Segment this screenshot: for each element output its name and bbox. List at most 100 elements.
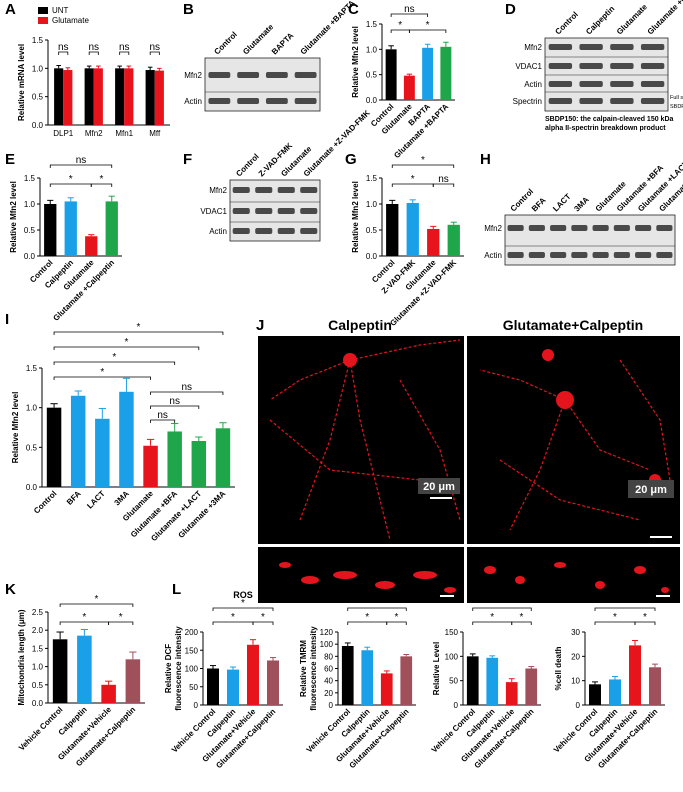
y-tick-label: 1.5 xyxy=(32,36,44,45)
significance-label: * xyxy=(398,20,402,31)
blot-band xyxy=(294,98,317,104)
bar xyxy=(466,656,479,705)
y-tick-label: 0.0 xyxy=(32,699,44,708)
blot-lane-label: 3MA xyxy=(572,195,590,213)
y-tick-label: 10 xyxy=(571,677,580,686)
y-tick-label: 0.0 xyxy=(366,252,378,261)
y-axis-label: Relative Level xyxy=(432,642,441,695)
bar xyxy=(145,70,155,125)
blot-band xyxy=(579,44,603,50)
significance-bracket xyxy=(53,331,224,335)
bar xyxy=(440,46,452,100)
significance-label: * xyxy=(261,612,265,623)
blot-band xyxy=(277,228,295,234)
panel-letter: A xyxy=(5,1,16,18)
significance-label: * xyxy=(95,594,99,605)
blot-band xyxy=(232,208,250,214)
panel-letter: D xyxy=(505,1,516,18)
significance-label: * xyxy=(643,612,647,623)
bar xyxy=(267,660,279,705)
y-tick-label: 30 xyxy=(571,628,580,637)
bar xyxy=(386,204,399,256)
y-tick-label: 1.5 xyxy=(366,20,378,29)
blot-marker: Full spectrin xyxy=(670,95,683,101)
bar xyxy=(46,407,62,487)
bar xyxy=(649,667,661,705)
bar xyxy=(400,656,413,705)
cell-bodies xyxy=(279,349,669,593)
significance-bracket xyxy=(390,13,429,17)
blot-lane-label: LACT xyxy=(551,192,573,214)
blot-band xyxy=(571,252,588,258)
blot-band xyxy=(656,225,673,231)
blot-lane-label: BFA xyxy=(530,196,548,214)
panel-letter: C xyxy=(348,1,359,18)
significance-label: * xyxy=(231,612,235,623)
bar xyxy=(85,236,98,256)
blot-lane-label: Glutamate +BAPTA xyxy=(299,0,357,56)
bar xyxy=(124,68,134,125)
bar xyxy=(341,645,354,705)
blot-row-label: Mfn2 xyxy=(209,186,227,195)
bar xyxy=(77,635,92,703)
panel-letter: F xyxy=(183,151,192,168)
y-tick-label: 0.0 xyxy=(24,252,36,261)
y-axis-label: fluorescence intensity xyxy=(309,626,318,711)
significance-bracket xyxy=(150,419,176,423)
bar xyxy=(115,68,125,125)
micrograph-title: Glutamate+Calpeptin xyxy=(503,317,643,333)
blot-row-label: Spectrin xyxy=(513,97,542,106)
y-tick-label: 20 xyxy=(324,689,333,698)
bar xyxy=(119,391,134,487)
significance-label: * xyxy=(411,174,415,185)
bar xyxy=(64,201,77,256)
bar xyxy=(215,428,231,487)
y-tick-label: 50 xyxy=(449,677,458,686)
significance-bracket xyxy=(408,29,447,33)
legend-label: Glutamate xyxy=(52,16,89,25)
y-tick-label: 0.5 xyxy=(24,226,36,235)
significance-label: * xyxy=(421,155,425,166)
bar xyxy=(154,70,164,125)
bar xyxy=(63,70,73,125)
significance-label: ns xyxy=(76,155,87,166)
blot-band xyxy=(613,252,630,258)
y-axis-label: Relative Mfn2 level xyxy=(351,181,360,253)
blot-band xyxy=(255,228,273,234)
blot-band xyxy=(300,208,318,214)
y-axis-label: Mitochondria length (μm) xyxy=(17,609,26,705)
blot-band xyxy=(232,228,250,234)
y-tick-label: 0.5 xyxy=(32,681,44,690)
y-tick-label: 150 xyxy=(185,646,199,655)
blot-lane-label: Calpeptin xyxy=(584,4,616,36)
significance-bracket xyxy=(53,376,151,380)
y-tick-label: 1.0 xyxy=(24,200,36,209)
significance-bracket xyxy=(386,621,407,625)
blot-band xyxy=(640,63,665,69)
y-tick-label: 1.0 xyxy=(32,663,44,672)
blot-note: SBDP150: the calpain-cleaved 150 kDa xyxy=(545,116,674,123)
legend-swatch xyxy=(38,17,48,24)
blot-band xyxy=(550,252,567,258)
chart-title: Cytotoxicity xyxy=(599,590,651,600)
y-tick-label: 0 xyxy=(576,701,581,710)
blot-lane-label: Control xyxy=(212,30,238,56)
blot-band xyxy=(548,44,573,50)
blot-band xyxy=(610,98,634,104)
blot-band xyxy=(550,225,567,231)
blot-note: alpha II-spectrin breakdown product xyxy=(545,125,666,132)
blot-band xyxy=(265,98,288,104)
significance-bracket xyxy=(347,607,407,611)
bar xyxy=(247,644,259,705)
y-tick-label: 0.0 xyxy=(366,96,378,105)
bar xyxy=(525,668,538,705)
significance-bracket xyxy=(511,621,532,625)
significance-label: ns xyxy=(169,396,180,407)
panel-letter: G xyxy=(345,151,357,168)
bar xyxy=(629,645,641,705)
y-tick-label: 1.5 xyxy=(366,174,378,183)
significance-bracket xyxy=(108,621,134,625)
y-tick-label: 1.0 xyxy=(32,64,44,73)
bar xyxy=(589,684,601,705)
y-tick-label: 0 xyxy=(329,701,334,710)
